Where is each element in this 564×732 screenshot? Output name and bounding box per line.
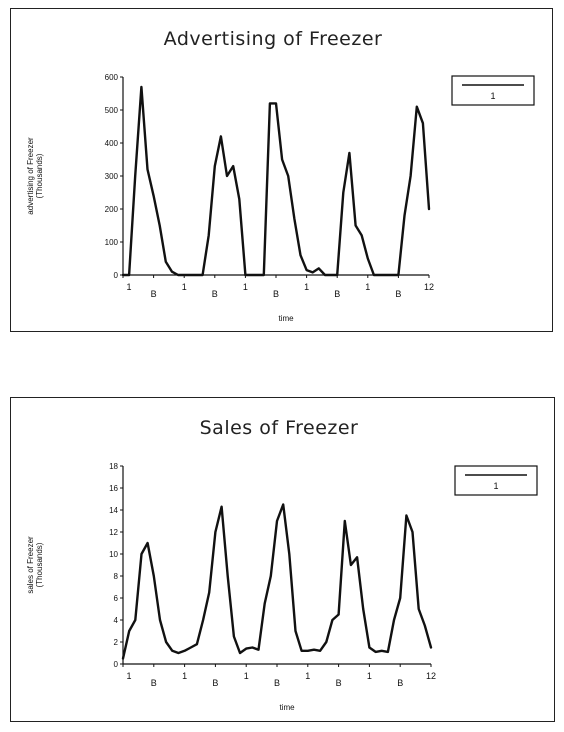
x-tick-label: B [397, 678, 403, 688]
x-tick-label: 1 [365, 282, 370, 292]
legend: 1 [451, 75, 535, 106]
legend-entry: 1 [490, 91, 495, 101]
x-axis-label: time [278, 314, 294, 323]
x-tick-label: 1 [367, 671, 372, 681]
legend-box [454, 465, 538, 496]
sales-chart: Sales of Freezer 0 2 4 6 8 10 12 14 16 18 1 B 1 B 1 B 1 B 1… [26, 417, 538, 712]
x-tick-label: B [212, 678, 218, 688]
x-tick-label: B [151, 678, 157, 688]
x-tick-label: 12 [424, 282, 434, 292]
legend-box [451, 75, 535, 106]
y-tick-label: 500 [105, 106, 119, 115]
x-tick-label: B [334, 289, 340, 299]
x-tick-label: 1 [304, 282, 309, 292]
x-tick-label: 12 [426, 671, 436, 681]
x-tick-label: 1 [243, 282, 248, 292]
y-tick-label: 14 [109, 506, 118, 515]
y-tick-label: 4 [114, 616, 119, 625]
x-tick-label: 1 [126, 282, 131, 292]
advertising-chart: Advertising of Freezer 0 100 200 300 400 500 60… [26, 28, 535, 323]
y-tick-label: 2 [114, 638, 119, 647]
y-axis-unit: (Thousands) [35, 542, 44, 587]
x-tick-label: 1 [244, 671, 249, 681]
y-axis-label: sales of Freezer [26, 536, 35, 594]
y-tick-label: 12 [109, 528, 118, 537]
x-tick-label: B [212, 289, 218, 299]
y-tick-label: 0 [114, 271, 119, 280]
sales-chart-panel: Sales of Freezer 0 2 4 6 8 10 12 14 16 18 1 B 1 B 1 B 1 B 1… [10, 397, 555, 722]
x-tick-label: 1 [126, 671, 131, 681]
y-tick-label: 0 [114, 660, 119, 669]
y-tick-label: 100 [105, 238, 119, 247]
x-tick-label: 1 [182, 671, 187, 681]
y-tick-label: 18 [109, 462, 118, 471]
y-tick-label: 8 [114, 572, 119, 581]
advertising-chart-panel: Advertising of Freezer 0 100 200 300 400 500 60… [10, 8, 553, 332]
x-axis-label: time [279, 703, 295, 712]
y-tick-label: 200 [105, 205, 119, 214]
x-tick-label: B [395, 289, 401, 299]
y-tick-label: 600 [105, 73, 119, 82]
legend: 1 [454, 465, 538, 496]
series-line-1 [121, 85, 431, 277]
legend-entry: 1 [493, 481, 498, 491]
y-tick-label: 10 [109, 550, 118, 559]
y-tick-label: 300 [105, 172, 119, 181]
x-tick-label: 1 [305, 671, 310, 681]
x-tick-label: B [151, 289, 157, 299]
chart-title: Advertising of Freezer [164, 28, 383, 50]
x-tick-label: B [273, 289, 279, 299]
y-axis-label: advertising of Freezer [26, 137, 35, 215]
x-tick-label: B [274, 678, 280, 688]
y-axis-unit: (Thousands) [35, 153, 44, 198]
x-tick-label: B [336, 678, 342, 688]
chart-title: Sales of Freezer [200, 417, 359, 439]
x-tick-label: 1 [182, 282, 187, 292]
series-line-1 [121, 503, 433, 660]
y-tick-label: 400 [105, 139, 119, 148]
y-tick-label: 16 [109, 484, 118, 493]
y-tick-label: 6 [114, 594, 119, 603]
